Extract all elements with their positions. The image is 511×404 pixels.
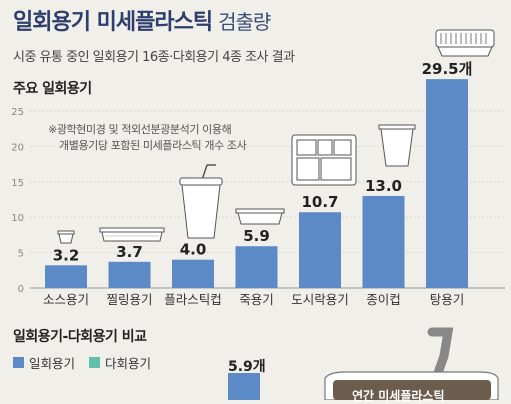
page-subtitle: 시중 유통 중인 일회용기 16종·다회용기 4종 조사 결과	[13, 50, 295, 65]
soup-container-icon	[435, 29, 495, 57]
porridge-container-icon	[235, 208, 285, 225]
plastic-cup-icon	[179, 164, 223, 239]
legend-swatch-reusable	[89, 357, 101, 368]
title-main: 일회용기 미세플라스틱	[13, 10, 213, 35]
y-tick-label: 10	[11, 213, 24, 224]
steaming-container-icon	[99, 227, 165, 242]
bar	[108, 261, 151, 288]
legend-label-disposable: 일회용기	[29, 356, 76, 371]
bar-value-label: 4.0	[180, 241, 207, 259]
section-title-main-containers: 주요 일회용기	[13, 81, 92, 97]
method-note: ※광학현미경 및 적외선분광분석기 이용해 개별용기당 포함된 미세플라스틱 개…	[48, 122, 247, 154]
bar	[235, 246, 278, 288]
comparison-bar-disposable	[228, 373, 260, 400]
legend-label-reusable: 다회용기	[105, 356, 152, 371]
legend: 일회용기 다회용기	[13, 353, 151, 372]
x-category-label: 플라스틱컵	[164, 292, 222, 307]
y-tick-label: 5	[18, 249, 24, 260]
bar-value-label: 3.7	[116, 243, 143, 261]
legend-item-reusable: 다회용기	[89, 353, 151, 372]
x-category-label: 종이컵	[366, 292, 401, 307]
section-title-comparison: 일회용기-다회용기 비교	[13, 329, 147, 345]
x-category-label: 죽용기	[239, 292, 274, 307]
legend-swatch-disposable	[13, 357, 24, 368]
y-tick-label: 20	[11, 142, 24, 153]
method-note-line2: 개별용기당 포함된 미세플라스틱 개수 조사	[59, 139, 247, 152]
bar-value-label: 13.0	[365, 177, 402, 195]
paper-cup-icon	[378, 124, 416, 167]
bar	[426, 79, 468, 288]
bar	[45, 265, 87, 288]
comparison-value-label: 5.9개	[228, 359, 266, 375]
bar-value-label: 3.2	[53, 246, 80, 264]
annual-label: 연간 미세플라스틱	[352, 389, 445, 403]
y-tick-label: 25	[11, 107, 24, 118]
bar	[299, 212, 341, 288]
bar-value-label: 10.7	[301, 193, 338, 211]
x-category-label: 탕용기	[430, 292, 465, 307]
bar-value-label: 29.5개	[422, 60, 473, 78]
title-sub: 검출량	[218, 10, 271, 34]
lunchbox-icon	[291, 134, 357, 186]
x-category-label: 도시락용기	[291, 292, 349, 307]
page-title: 일회용기 미세플라스틱 검출량	[13, 4, 271, 36]
y-tick-label: 15	[11, 178, 24, 189]
x-category-label: 찔링용기	[106, 292, 152, 307]
x-category-label: 소스용기	[43, 292, 89, 307]
legend-item-disposable: 일회용기	[13, 353, 75, 372]
sauce-container-icon	[57, 230, 75, 244]
y-tick-label: 0	[18, 284, 24, 295]
method-note-line1: ※광학현미경 및 적외선분광분석기 이용해	[48, 123, 232, 136]
bar-value-label: 5.9	[243, 227, 270, 245]
bar	[362, 195, 405, 288]
bar	[172, 259, 214, 288]
annual-badge	[333, 380, 491, 400]
